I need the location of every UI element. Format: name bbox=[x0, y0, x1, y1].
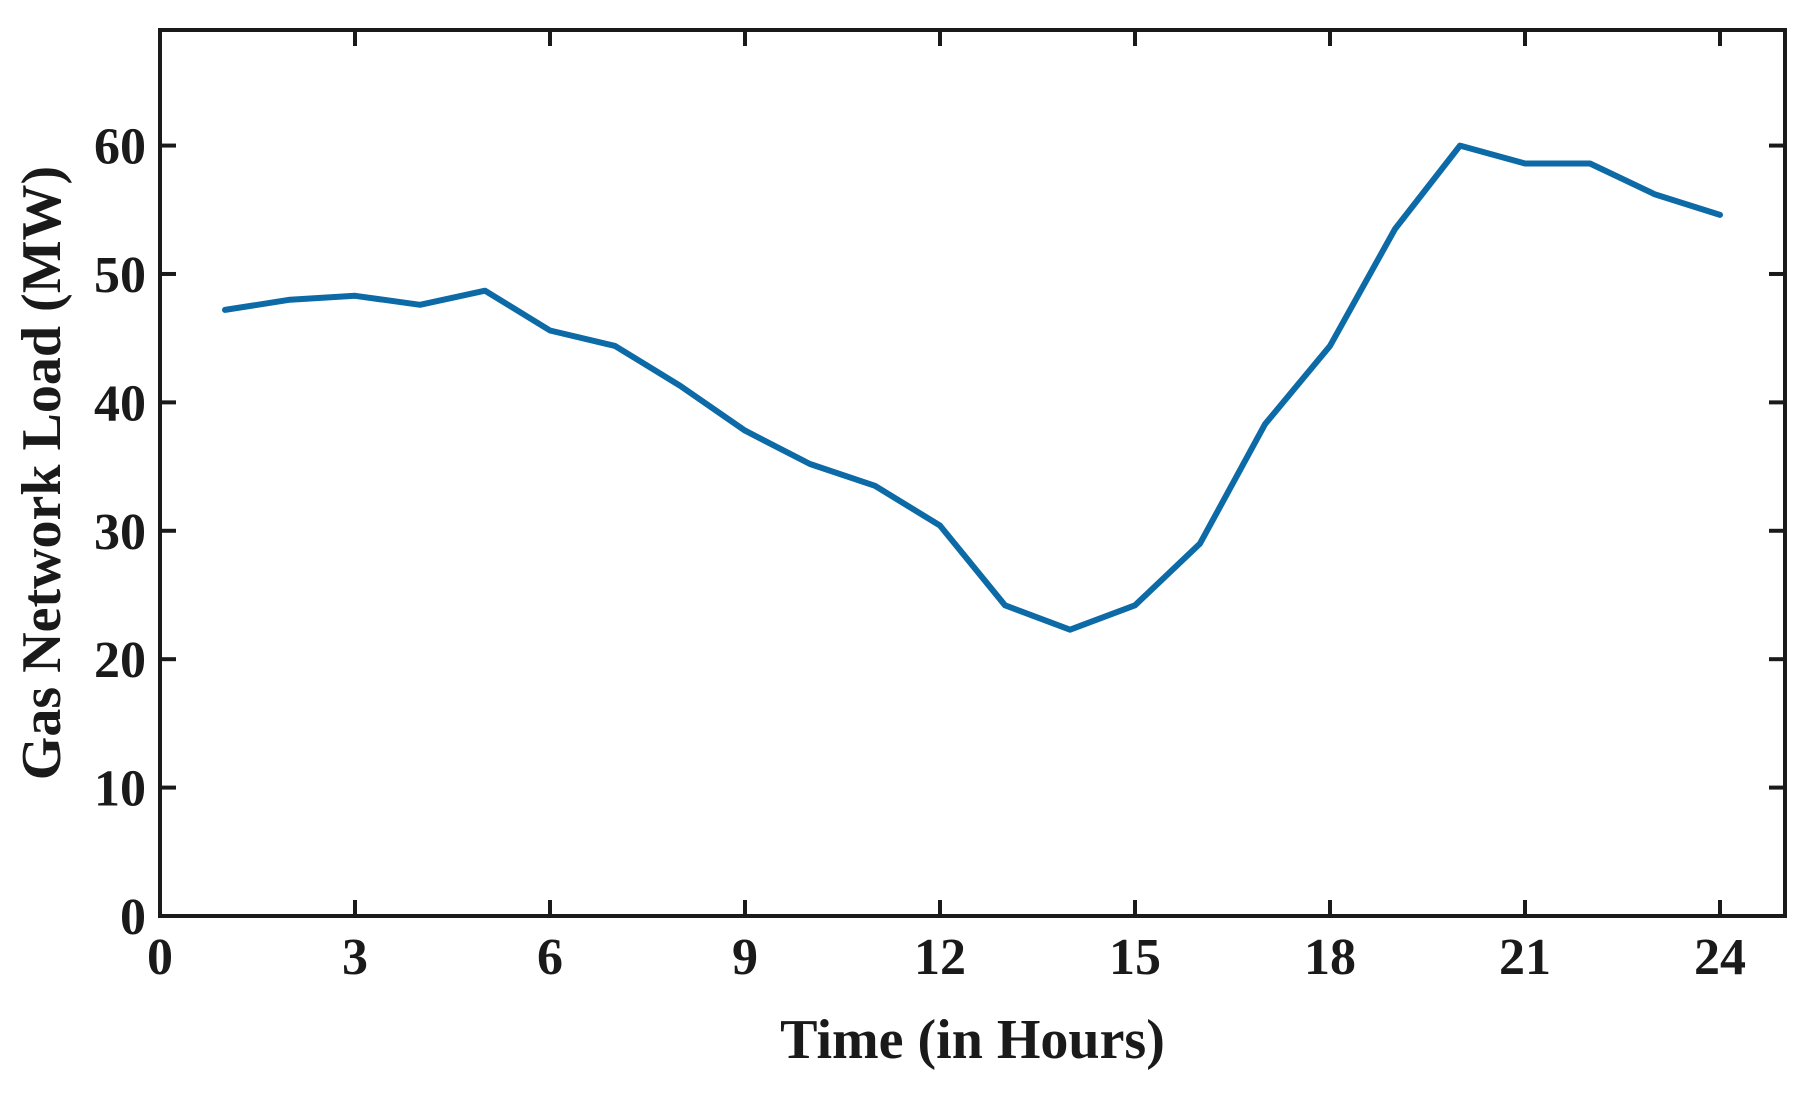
ticks-layer bbox=[158, 30, 1785, 918]
y-tick-label: 10 bbox=[94, 761, 146, 818]
x-axis-title: Time (in Hours) bbox=[780, 1009, 1165, 1071]
series-layer bbox=[222, 142, 1723, 633]
x-tick-label: 9 bbox=[732, 929, 758, 986]
labels-layer: 0 3 6 9 12 15 18 21 24 0 10 20 30 40 50 60 bbox=[94, 119, 1746, 986]
x-tick-label: 12 bbox=[914, 929, 966, 986]
series-line-0 bbox=[222, 142, 1723, 633]
y-tick-label: 40 bbox=[94, 375, 146, 432]
y-tick-label: 60 bbox=[94, 119, 146, 176]
x-tick-label: 15 bbox=[1109, 929, 1161, 986]
y-tick-label: 20 bbox=[94, 632, 146, 689]
x-tick-label: 3 bbox=[342, 929, 368, 986]
y-tick-label: 30 bbox=[94, 504, 146, 561]
x-tick-label: 6 bbox=[537, 929, 563, 986]
plot-frame bbox=[158, 28, 1787, 918]
y-tick-label: 50 bbox=[94, 247, 146, 304]
x-tick-label: 18 bbox=[1304, 929, 1356, 986]
x-tick-label: 24 bbox=[1694, 929, 1746, 986]
x-tick-label: 0 bbox=[147, 929, 173, 986]
y-tick-label: 0 bbox=[120, 889, 146, 946]
x-tick-label: 21 bbox=[1499, 929, 1551, 986]
y-axis-title: Gas Network Load (MW) bbox=[11, 166, 73, 780]
